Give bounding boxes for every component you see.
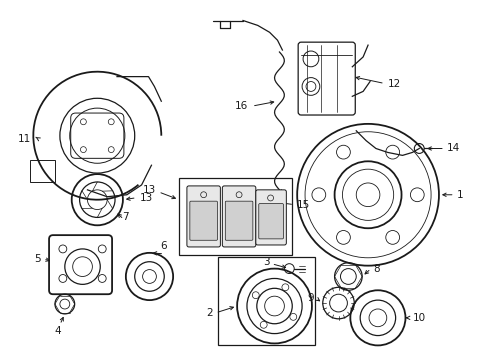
FancyBboxPatch shape <box>189 201 217 240</box>
FancyBboxPatch shape <box>186 186 220 247</box>
Text: 8: 8 <box>372 264 379 274</box>
FancyBboxPatch shape <box>255 190 286 245</box>
FancyBboxPatch shape <box>225 201 252 240</box>
Text: 1: 1 <box>456 190 462 200</box>
Bar <box>179 178 292 255</box>
Text: 2: 2 <box>205 308 212 318</box>
Text: 15: 15 <box>297 199 310 210</box>
Bar <box>218 257 314 345</box>
Text: 4: 4 <box>55 326 61 336</box>
Text: 11: 11 <box>18 134 31 144</box>
Bar <box>30 160 55 182</box>
Text: 5: 5 <box>35 254 41 264</box>
Text: 9: 9 <box>306 293 313 303</box>
Text: 7: 7 <box>122 212 128 222</box>
Text: 14: 14 <box>446 144 459 153</box>
Text: 10: 10 <box>411 313 425 323</box>
Text: 3: 3 <box>263 257 269 267</box>
FancyBboxPatch shape <box>258 204 283 239</box>
Text: 13: 13 <box>143 185 156 195</box>
Text: 16: 16 <box>234 101 247 111</box>
Text: 6: 6 <box>160 241 166 251</box>
Text: 13: 13 <box>140 193 153 203</box>
Text: 12: 12 <box>387 78 400 89</box>
FancyBboxPatch shape <box>222 186 255 247</box>
